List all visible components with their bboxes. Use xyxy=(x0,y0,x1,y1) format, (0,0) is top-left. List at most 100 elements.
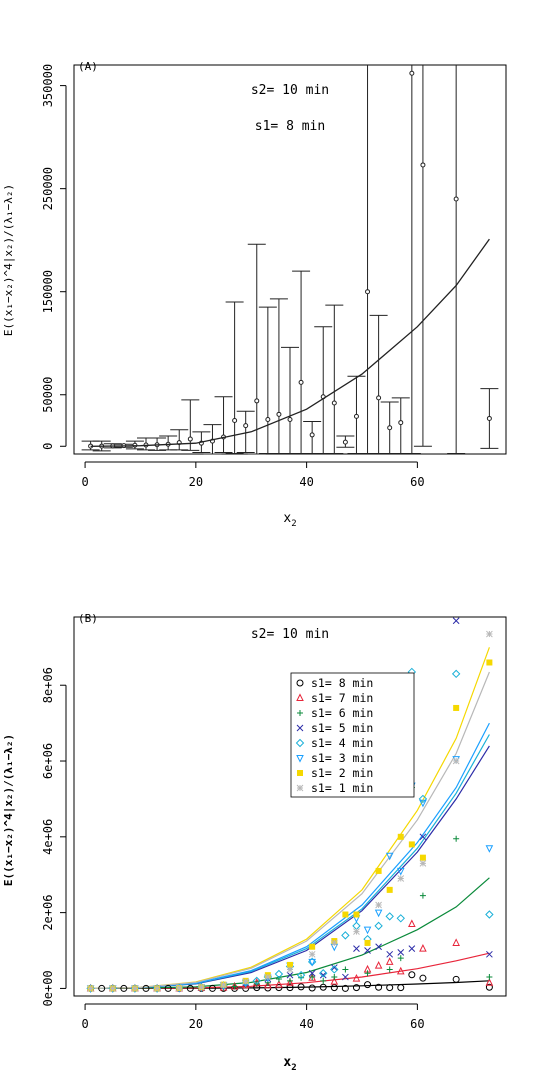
series-6-point xyxy=(309,943,316,950)
series-3-point xyxy=(375,943,382,951)
panel-b-fit-curves xyxy=(90,647,490,989)
series-7-point xyxy=(220,981,227,989)
panel-a-y-tick-label: 0 xyxy=(41,443,55,450)
series-3-point xyxy=(364,947,371,954)
panel-b-label: (B) xyxy=(78,612,98,625)
series-7-point xyxy=(353,928,360,935)
panel-a-y-tick-label: 250000 xyxy=(41,167,55,210)
series-4-point xyxy=(319,969,328,978)
series-2-point xyxy=(453,835,460,842)
series-3-point xyxy=(342,973,349,981)
series-7-point xyxy=(452,757,460,765)
data-point xyxy=(243,423,249,429)
data-point xyxy=(398,420,404,426)
series-4-point xyxy=(385,912,394,921)
series-2-point xyxy=(386,966,393,973)
legend-label-5: s1= 3 min xyxy=(311,751,373,765)
fit-curve-6 xyxy=(90,647,490,989)
series-0-point xyxy=(275,984,283,992)
series-6-point xyxy=(364,939,371,946)
panel-a-x-tick-label: 0 xyxy=(81,475,88,489)
data-point xyxy=(376,395,382,401)
series-1-point xyxy=(452,938,460,946)
panel-a-y-tick-label: 50000 xyxy=(41,377,55,413)
series-0-point xyxy=(419,974,427,982)
series-2-point xyxy=(298,974,305,981)
series-7-point xyxy=(286,966,294,973)
panel-a-plot-frame xyxy=(73,64,507,455)
panel-b-x-tick-label: 20 xyxy=(189,1017,203,1031)
series-1-point xyxy=(264,980,272,989)
series-7-point xyxy=(242,978,250,985)
panel-a-y-tick-label: 150000 xyxy=(41,270,55,313)
series-0-point xyxy=(341,984,349,992)
data-point xyxy=(331,400,337,406)
data-point xyxy=(387,425,393,431)
panel-b-y-tick-label: 0e+00 xyxy=(41,970,55,1006)
svg-text:x2: x2 xyxy=(283,1055,296,1073)
series-4-point xyxy=(341,931,350,940)
series-2-point xyxy=(486,974,493,981)
legend-marker-1 xyxy=(296,693,304,701)
series-4-point xyxy=(352,921,361,931)
svg-text:x2: x2 xyxy=(283,511,296,529)
data-point xyxy=(342,439,348,445)
series-1-point xyxy=(275,980,283,988)
series-3-point xyxy=(419,833,427,841)
series-5-point xyxy=(308,958,316,967)
series-3-point xyxy=(308,969,316,977)
series-4-point xyxy=(485,910,494,919)
legend-label-0: s1= 8 min xyxy=(311,676,373,690)
series-0-point xyxy=(319,983,327,991)
series-2-point xyxy=(231,983,238,990)
panel-b-y-tick-label: 6e+06 xyxy=(41,743,55,779)
legend-marker-5 xyxy=(296,755,304,763)
series-0-point xyxy=(375,983,383,991)
series-0-point xyxy=(98,984,106,992)
series-2-point xyxy=(309,974,316,981)
series-0-point xyxy=(397,984,405,992)
series-4-point xyxy=(330,965,339,974)
fit-curve-3 xyxy=(90,745,490,989)
series-4-point xyxy=(451,669,461,679)
series-3-point xyxy=(452,617,460,625)
series-1-point xyxy=(374,961,383,969)
series-6-point xyxy=(408,841,415,848)
series-7-point xyxy=(198,983,205,991)
data-point xyxy=(420,162,426,168)
panel-b-y-tick-label: 4e+06 xyxy=(41,819,55,855)
series-0-point xyxy=(186,984,194,992)
series-5-point xyxy=(419,799,427,808)
fit-curve-4 xyxy=(90,734,490,989)
series-1-point xyxy=(286,978,294,986)
panel-a-error-bars xyxy=(81,65,499,455)
series-4-point xyxy=(374,921,383,931)
panel-a-y-axis-title: E((x₁−x₂)^4|x₂)/(λ₁−λ₂) xyxy=(2,184,15,336)
series-7-point xyxy=(175,984,183,992)
legend-label-7: s1= 1 min xyxy=(311,781,373,795)
panel-b-x-tick-label: 0 xyxy=(81,1017,88,1031)
series-0-point xyxy=(452,975,460,983)
series-7-point xyxy=(375,901,382,909)
series-5-point xyxy=(485,845,494,853)
series-7-point xyxy=(131,985,139,992)
series-4-point xyxy=(252,976,261,986)
data-point xyxy=(453,196,459,202)
legend-marker-2 xyxy=(297,710,303,716)
series-5-point xyxy=(374,909,383,918)
data-point xyxy=(298,379,304,385)
series-6-point xyxy=(353,911,360,918)
series-1-point xyxy=(330,976,339,985)
series-0-point xyxy=(352,984,360,992)
series-0-point xyxy=(142,984,150,992)
series-7-point xyxy=(486,630,493,638)
series-2-point xyxy=(419,892,426,899)
legend-label-1: s1= 7 min xyxy=(311,691,373,705)
legend-marker-7 xyxy=(296,784,304,792)
series-0-point xyxy=(297,983,305,991)
series-5-point xyxy=(363,926,372,935)
data-point xyxy=(409,70,415,76)
series-7-point xyxy=(109,985,117,992)
series-3-point xyxy=(486,950,493,958)
data-point xyxy=(254,398,260,404)
